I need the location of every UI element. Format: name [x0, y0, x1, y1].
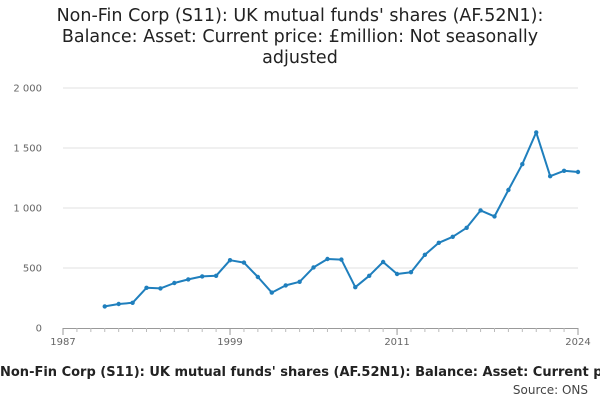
data-point[interactable]: [102, 304, 107, 309]
data-point[interactable]: [478, 208, 483, 213]
data-point[interactable]: [534, 130, 539, 135]
data-point[interactable]: [144, 285, 149, 290]
data-point[interactable]: [116, 301, 121, 307]
y-tick-label: 500: [23, 264, 42, 275]
chart-title-line-1: Non-Fin Corp (S11): UK mutual funds' sha…: [56, 6, 544, 26]
data-point[interactable]: [561, 168, 567, 173]
y-tick-label: 1 500: [13, 144, 42, 155]
data-point[interactable]: [520, 162, 525, 167]
data-point[interactable]: [547, 174, 553, 179]
data-point[interactable]: [464, 225, 469, 230]
source-label: Source: ONS: [512, 383, 588, 397]
chart-title: Non-Fin Corp (S11): UK mutual funds' sha…: [0, 6, 600, 69]
x-axis: [62, 328, 579, 332]
data-point[interactable]: [283, 283, 288, 288]
chart-title-line-2: Balance: Asset: Current price: £million:…: [61, 27, 539, 47]
data-point[interactable]: [575, 169, 581, 175]
data-point[interactable]: [325, 256, 330, 262]
data-point[interactable]: [227, 258, 233, 263]
data-point[interactable]: [422, 252, 428, 257]
data-point[interactable]: [450, 234, 455, 239]
y-tick-label: 1 000: [13, 204, 42, 215]
data-point[interactable]: [241, 260, 247, 265]
x-tick-label: 2011: [384, 337, 409, 348]
data-point[interactable]: [394, 271, 400, 277]
data-point[interactable]: [311, 265, 316, 270]
data-point[interactable]: [506, 187, 511, 193]
data-point[interactable]: [339, 257, 344, 262]
data-point[interactable]: [297, 279, 302, 284]
data-point[interactable]: [367, 273, 372, 278]
data-point[interactable]: [213, 273, 219, 278]
data-point[interactable]: [408, 270, 414, 275]
data-point[interactable]: [436, 240, 442, 245]
data-point[interactable]: [186, 277, 191, 282]
x-tick-label: 2024: [565, 337, 590, 348]
x-tick-label: 1987: [50, 337, 75, 348]
data-point[interactable]: [492, 214, 497, 219]
chart-title-line-3: adjusted: [262, 48, 338, 68]
legend-label: Non-Fin Corp (S11): UK mutual funds' sha…: [0, 365, 600, 380]
y-axis-ticks: 0 500 1 000 1 500 2 000: [13, 84, 42, 335]
y-tick-label: 2 000: [13, 84, 42, 95]
x-axis-ticks: 1987 1999 2011 2024: [50, 328, 591, 348]
data-point[interactable]: [269, 290, 274, 295]
data-point[interactable]: [158, 286, 163, 291]
data-point[interactable]: [199, 274, 205, 279]
x-tick-label: 1999: [217, 337, 242, 348]
data-point[interactable]: [353, 285, 358, 290]
series-layer: [102, 130, 581, 309]
data-point[interactable]: [380, 259, 386, 265]
data-point[interactable]: [172, 280, 177, 286]
gridlines: [63, 87, 578, 269]
series-line: [104, 131, 579, 308]
data-point[interactable]: [255, 274, 261, 280]
y-tick-label: 0: [36, 324, 42, 335]
data-point[interactable]: [130, 300, 135, 305]
